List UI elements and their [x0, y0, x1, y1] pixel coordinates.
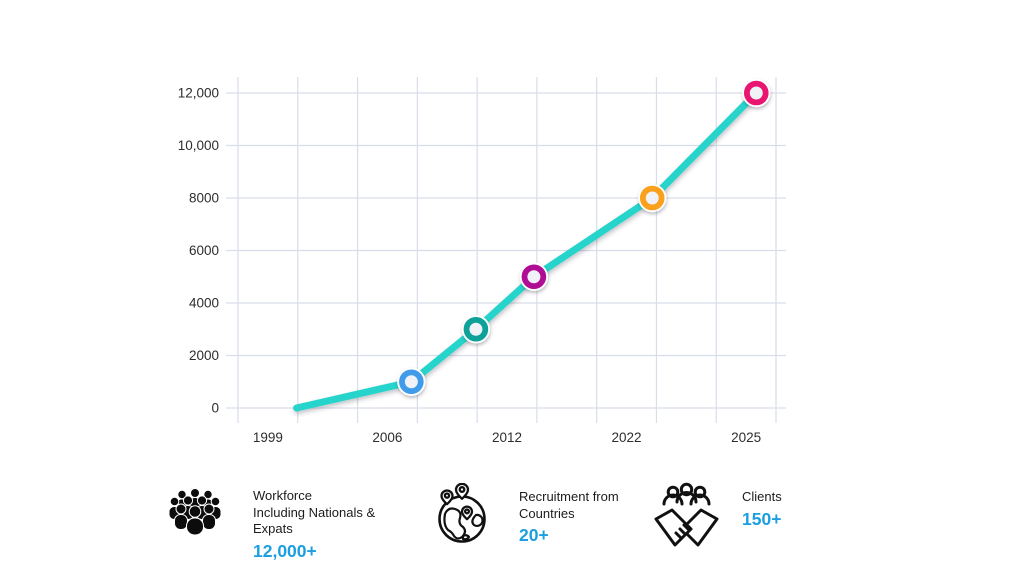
stat-label-line: Expats — [253, 521, 293, 536]
data-point-marker — [519, 262, 549, 291]
stat-workforce: Workforce Including Nationals & Expats 1… — [167, 487, 375, 561]
y-tick-label: 6000 — [189, 243, 219, 258]
stat-label-line: Including Nationals & — [253, 504, 376, 520]
stat-value: 12,000+ — [253, 540, 317, 561]
stat-recruitment: Recruitment from Countries 20+ — [433, 483, 619, 545]
handshake-icon — [654, 482, 719, 547]
y-tick-label: 10,000 — [178, 138, 219, 153]
growth-line-chart: 0 2000 4000 6000 8000 10,000 12,000 1999 2006 201… — [178, 77, 786, 445]
y-tick-label: 4000 — [189, 296, 219, 311]
y-tick-label: 12,000 — [178, 86, 219, 101]
y-tick-label: 0 — [211, 401, 219, 416]
trend-line — [293, 89, 760, 412]
stat-clients: Clients 150+ — [653, 482, 782, 558]
globe-pins-icon — [438, 483, 486, 543]
stat-label-line: Workforce — [253, 488, 312, 503]
y-tick-label: 2000 — [189, 348, 219, 363]
stat-label-line: Clients — [742, 489, 782, 504]
stat-label-line: Countries — [519, 505, 575, 521]
x-tick-label: 2006 — [372, 430, 402, 445]
stat-value: 150+ — [742, 508, 782, 529]
x-tick-label: 1999 — [253, 430, 283, 445]
data-point-marker — [461, 315, 491, 344]
x-tick-label: 2022 — [612, 430, 642, 445]
data-point-marker — [742, 78, 771, 108]
x-tick-label: 2025 — [731, 430, 761, 445]
crowd-icon — [168, 488, 222, 535]
data-point-marker — [638, 183, 667, 213]
stat-value: 20+ — [519, 525, 549, 545]
data-point-marker — [397, 367, 426, 396]
x-tick-label: 2012 — [492, 430, 522, 445]
stat-label-line: Recruitment from — [519, 489, 619, 504]
y-tick-label: 8000 — [189, 191, 219, 206]
